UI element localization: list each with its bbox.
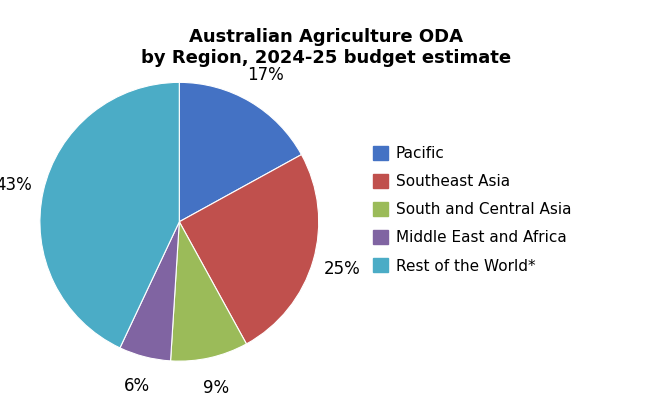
Wedge shape xyxy=(179,82,301,222)
Text: 9%: 9% xyxy=(203,379,230,396)
Wedge shape xyxy=(179,154,319,344)
Legend: Pacific, Southeast Asia, South and Central Asia, Middle East and Africa, Rest of: Pacific, Southeast Asia, South and Centr… xyxy=(373,146,571,274)
Text: Australian Agriculture ODA
by Region, 2024-25 budget estimate: Australian Agriculture ODA by Region, 20… xyxy=(141,28,511,67)
Wedge shape xyxy=(40,82,179,348)
Wedge shape xyxy=(120,222,179,361)
Text: 43%: 43% xyxy=(0,176,32,194)
Text: 17%: 17% xyxy=(248,67,284,84)
Text: 6%: 6% xyxy=(124,377,150,396)
Text: 25%: 25% xyxy=(324,260,361,278)
Wedge shape xyxy=(171,222,246,361)
